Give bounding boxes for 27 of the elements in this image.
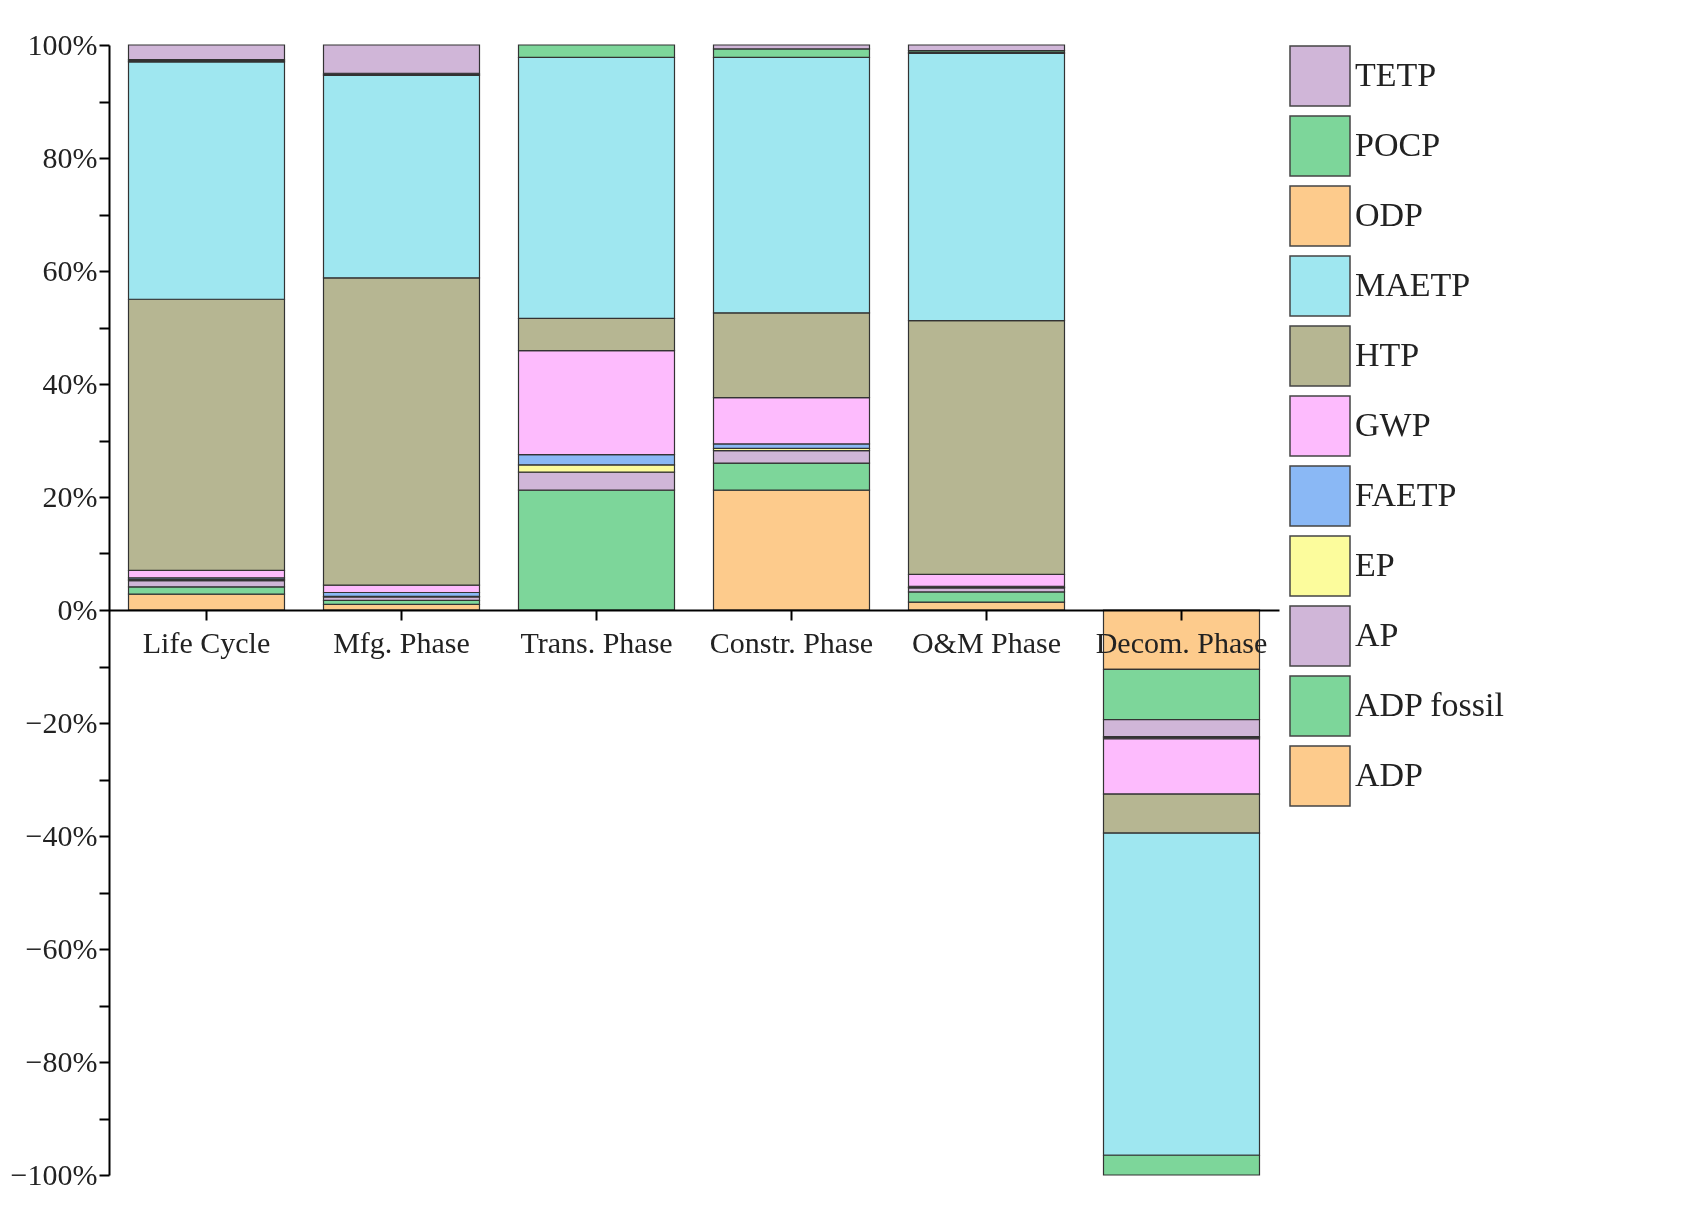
y-tick-label: 100% [27, 27, 98, 61]
x-tick-label: Life Cycle [142, 625, 271, 659]
legend-label: HTP [1355, 336, 1420, 373]
y-tick-label: 80% [42, 140, 98, 174]
legend-label: ADP fossil [1355, 686, 1504, 723]
x-tick-label: Mfg. Phase [333, 625, 470, 659]
legend-label: FAETP [1355, 476, 1457, 513]
y-tick-label: −60% [25, 931, 98, 965]
x-tick-label: O&M Phase [911, 625, 1062, 659]
x-tick-label: Trans. Phase [520, 625, 673, 659]
y-tick-label: −100% [10, 1157, 98, 1191]
y-tick-label: 0% [57, 592, 98, 626]
legend-label: ODP [1355, 196, 1424, 233]
x-tick-label: Constr. Phase [709, 625, 874, 659]
y-tick-label: −80% [25, 1044, 98, 1078]
legend-label: AP [1355, 616, 1399, 653]
legend-label: GWP [1355, 406, 1431, 443]
legend-label: POCP [1355, 126, 1441, 163]
legend-label: MAETP [1355, 266, 1471, 303]
y-tick-label: −40% [25, 818, 98, 852]
y-tick-label: −20% [25, 705, 98, 739]
legend-label: TETP [1355, 56, 1437, 93]
y-tick-label: 60% [42, 253, 98, 287]
legend-label: EP [1355, 546, 1395, 583]
y-tick-label: 20% [42, 479, 98, 513]
legend-label: ADP [1355, 756, 1424, 793]
y-tick-label: 40% [42, 366, 98, 400]
